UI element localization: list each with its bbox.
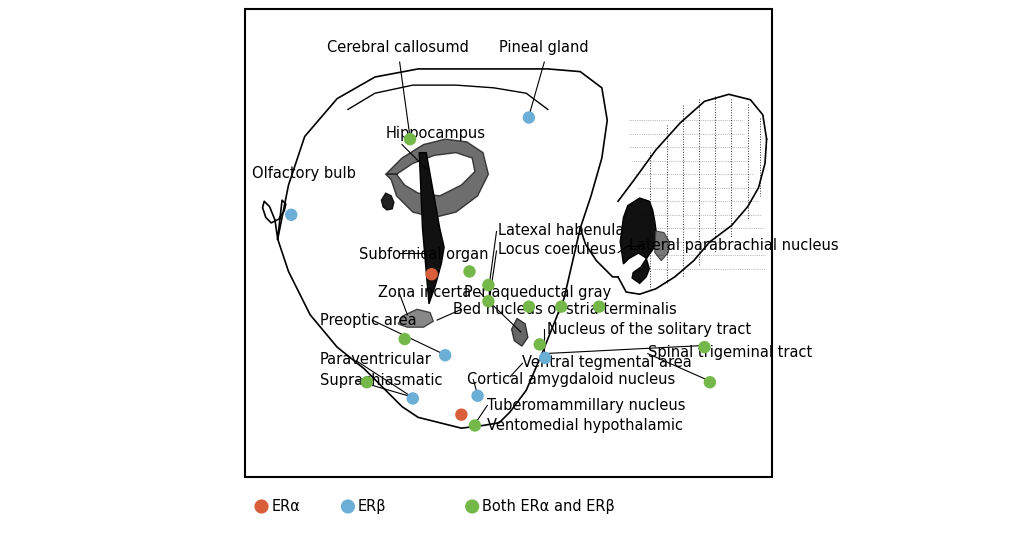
Point — [405, 394, 421, 403]
Point — [531, 340, 547, 349]
Bar — [245, 9, 771, 477]
Point — [253, 502, 269, 511]
Point — [401, 135, 418, 143]
Polygon shape — [512, 319, 527, 346]
Text: Zona incerta: Zona incerta — [377, 285, 471, 300]
Point — [536, 353, 552, 362]
Text: ERα: ERα — [271, 499, 300, 514]
Point — [467, 421, 483, 430]
Point — [452, 411, 469, 419]
Text: Hippocampus: Hippocampus — [385, 126, 485, 141]
Polygon shape — [397, 310, 433, 327]
Text: Ventral tegmental area: Ventral tegmental area — [522, 355, 691, 370]
Point — [552, 302, 569, 311]
Point — [480, 297, 496, 306]
Text: Tuberomammillary nucleus: Tuberomammillary nucleus — [487, 398, 685, 413]
Polygon shape — [419, 153, 443, 304]
Text: Locus coeruleus: Locus coeruleus — [497, 242, 615, 257]
Point — [339, 502, 356, 511]
Text: Preoptic area: Preoptic area — [320, 313, 416, 327]
Text: Periaqueductal gray: Periaqueductal gray — [464, 285, 610, 300]
Point — [461, 267, 477, 276]
Text: Latexal habenula: Latexal habenula — [497, 223, 624, 238]
Point — [436, 351, 452, 359]
Point — [359, 378, 375, 387]
Point — [696, 343, 712, 351]
Point — [464, 502, 480, 511]
Polygon shape — [381, 193, 393, 210]
Point — [423, 270, 439, 279]
Point — [282, 211, 300, 219]
Text: Cerebral callosumd: Cerebral callosumd — [327, 40, 469, 55]
Point — [521, 302, 537, 311]
Point — [480, 281, 496, 289]
Point — [396, 334, 413, 343]
Point — [590, 302, 606, 311]
Text: Subfornical organ: Subfornical organ — [359, 247, 488, 262]
Text: Both ERα and ERβ: Both ERα and ERβ — [481, 499, 614, 514]
Point — [469, 392, 485, 400]
Text: Cortical amygdaloid nucleus: Cortical amygdaloid nucleus — [467, 372, 675, 387]
Text: Suprachiasmatic: Suprachiasmatic — [320, 373, 442, 388]
Text: Bed nucleus of stria terminalis: Bed nucleus of stria terminalis — [452, 302, 677, 317]
Text: Paraventricular: Paraventricular — [320, 351, 431, 367]
Text: Olfactory bulb: Olfactory bulb — [252, 166, 356, 181]
Text: Ventomedial hypothalamic: Ventomedial hypothalamic — [487, 418, 683, 433]
Polygon shape — [654, 231, 668, 261]
Point — [701, 378, 717, 387]
Text: Lateral parabrachial nucleus: Lateral parabrachial nucleus — [629, 238, 838, 253]
Point — [521, 113, 537, 122]
Polygon shape — [620, 198, 656, 283]
Text: ERβ: ERβ — [358, 499, 386, 514]
Text: Spinal trigeminal tract: Spinal trigeminal tract — [647, 345, 811, 360]
Polygon shape — [385, 139, 488, 218]
Text: Pineal gland: Pineal gland — [498, 40, 588, 55]
Text: Nucleus of the solitary tract: Nucleus of the solitary tract — [546, 322, 750, 337]
